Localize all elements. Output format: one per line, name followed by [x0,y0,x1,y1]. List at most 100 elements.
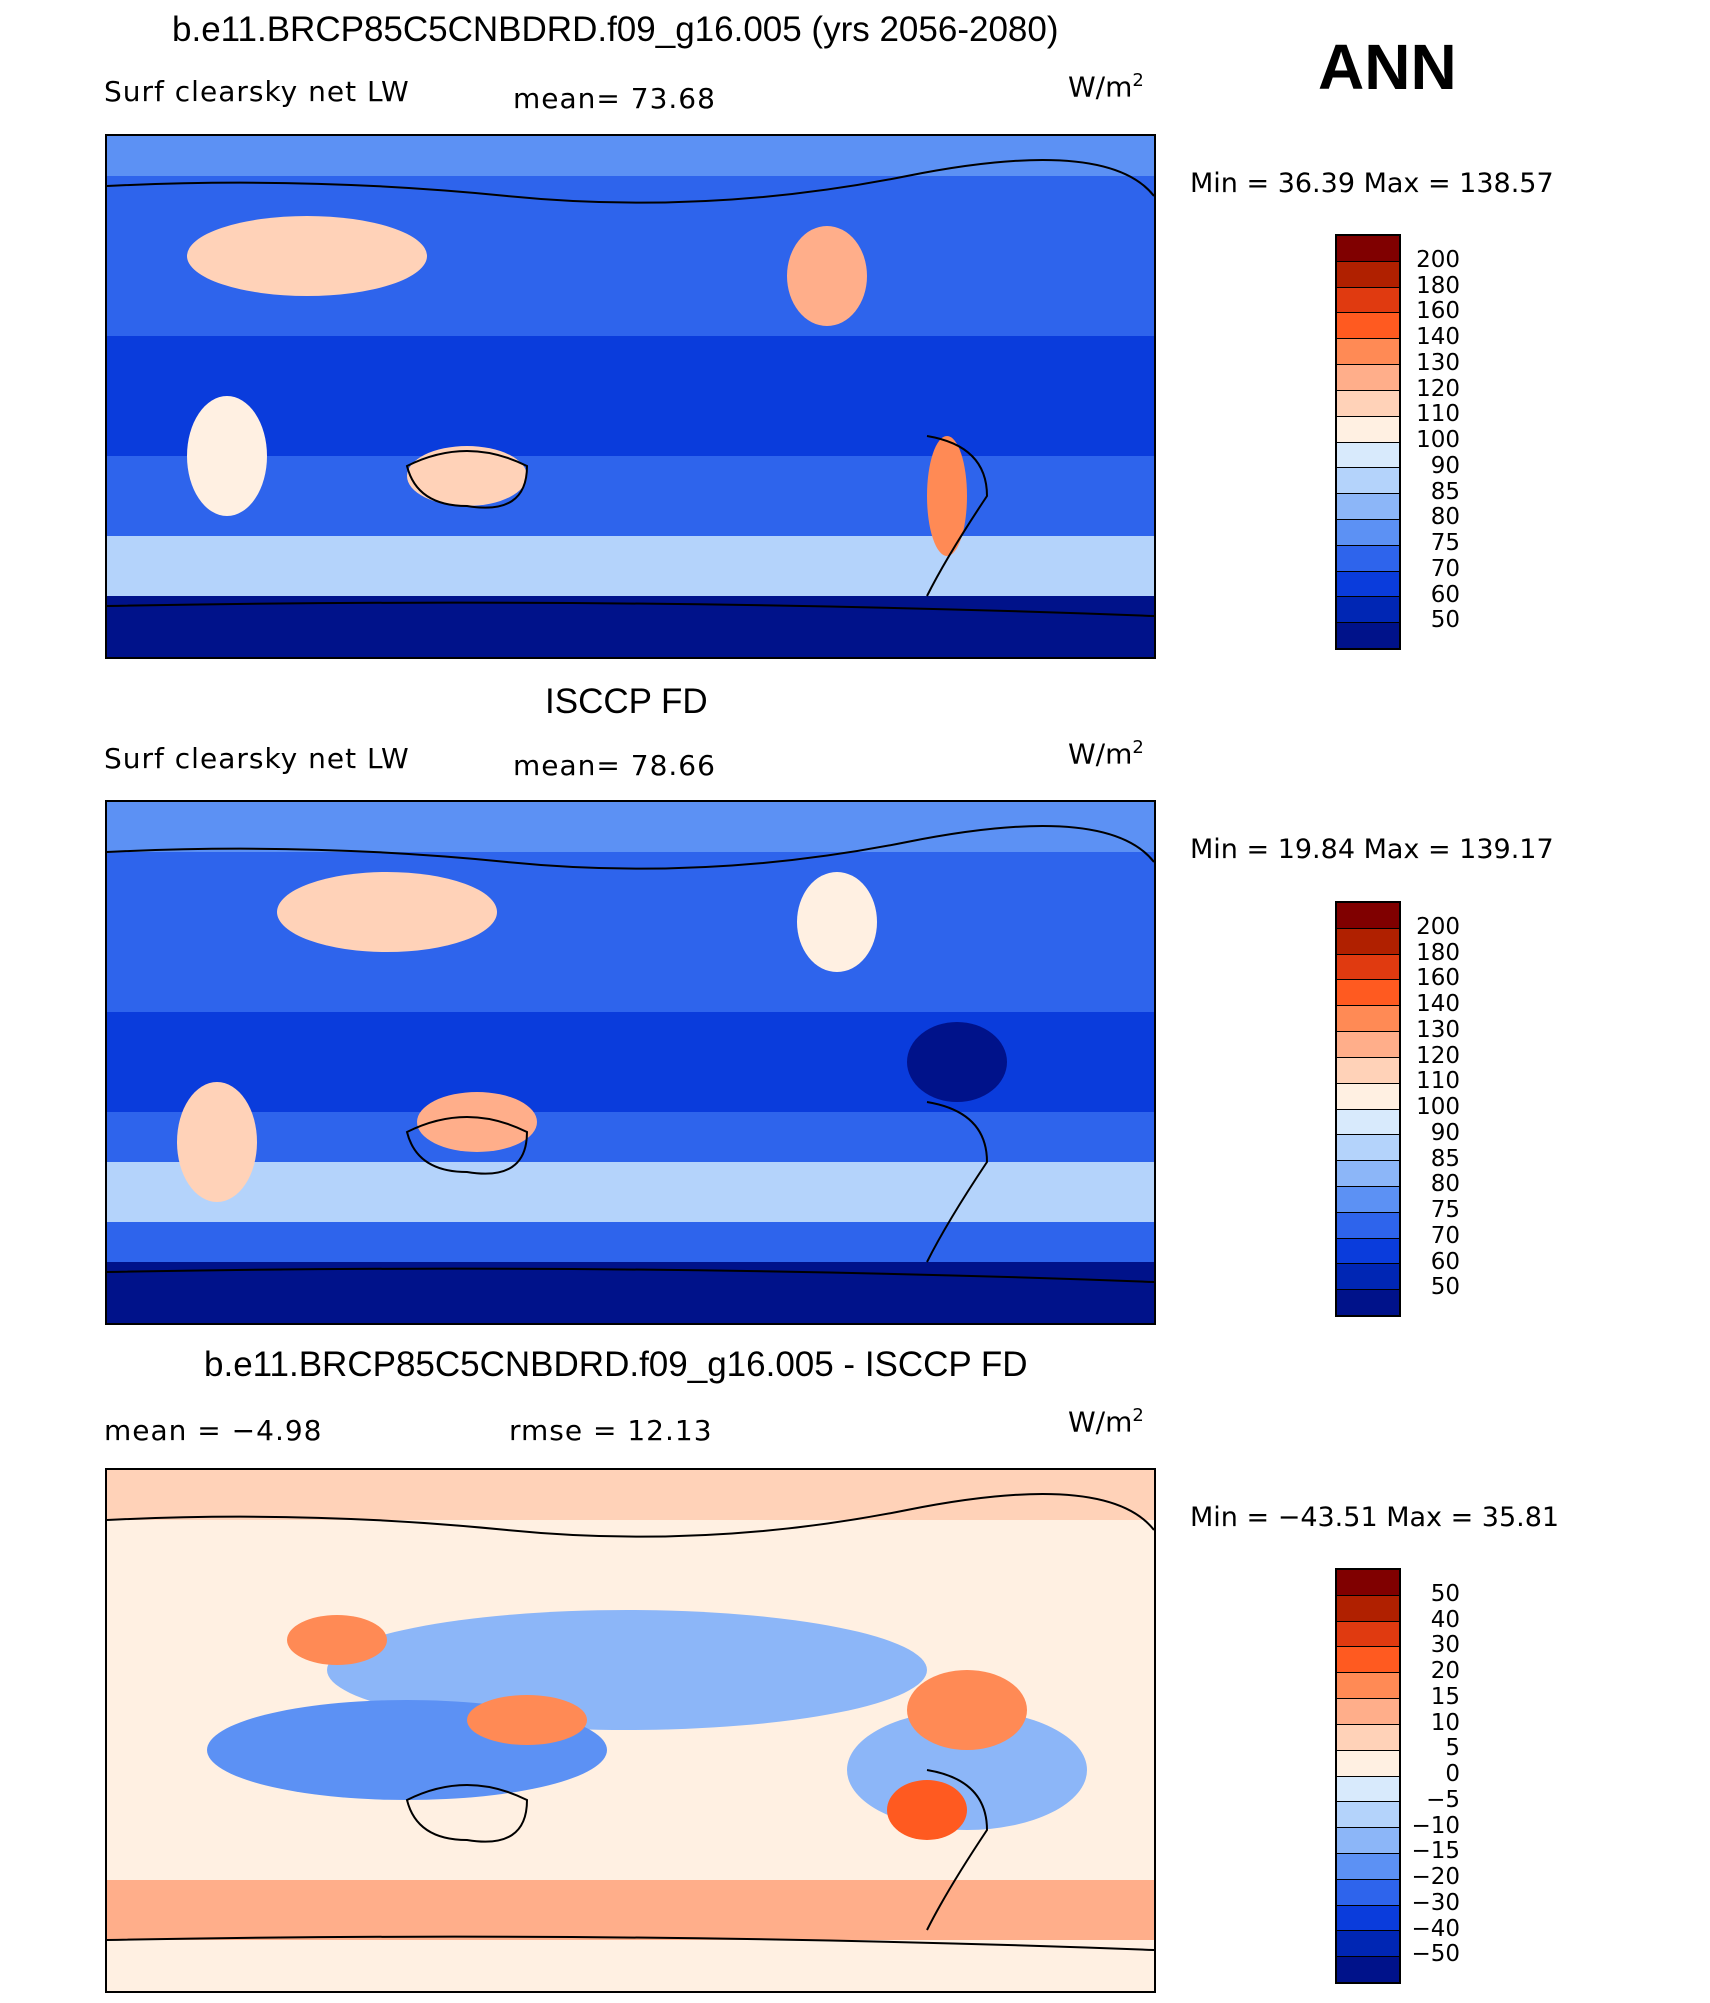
colorbar-tick-label: 130 [1416,349,1460,376]
colorbar-swatch [1337,494,1399,520]
panel-2-colorbar [1335,901,1401,1317]
colorbar-swatch [1337,287,1399,314]
colorbar-swatch [1337,468,1399,495]
colorbar-tick-label: 30 [1430,1632,1460,1659]
season-label: ANN [1318,31,1457,103]
colorbar-swatch [1337,1161,1399,1187]
panel-2-map [105,800,1156,1325]
colorbar-tick-label: 20 [1430,1658,1460,1684]
colorbar-swatch [1337,1135,1399,1162]
colorbar-swatch [1337,1776,1399,1803]
colorbar-tick-label: 200 [1416,913,1460,940]
panel-3-map [105,1468,1156,1993]
colorbar-tick-label: 180 [1416,272,1460,299]
colorbar-tick-label: 60 [1430,581,1460,608]
panel-1-minmax: Min = 36.39 Max = 138.57 [1190,168,1554,199]
colorbar-tick-label: 50 [1430,1274,1460,1301]
colorbar-tick-label: 0 [1445,1761,1460,1787]
colorbar-swatch [1337,1212,1399,1239]
colorbar-swatch [1337,1879,1399,1906]
colorbar-tick-label: 160 [1416,298,1460,325]
colorbar-swatch [1337,1570,1399,1596]
colorbar-swatch [1337,1647,1399,1674]
colorbar-tick-label: 60 [1430,1248,1460,1275]
colorbar-swatch [1337,1264,1399,1291]
colorbar-tick-label: 85 [1430,1145,1460,1172]
panel-3-colorbar [1335,1568,1401,1984]
colorbar-tick-label: −20 [1411,1864,1460,1890]
colorbar-swatch [1337,416,1399,443]
colorbar-swatch [1337,236,1399,262]
panel-3-rmse-label: rmse = 12.13 [509,1414,713,1447]
panel-2-units: W/m2 [1068,737,1144,771]
colorbar-swatch [1337,519,1399,546]
colorbar-swatch [1337,339,1399,366]
colorbar-tick-label: 100 [1416,427,1460,453]
colorbar-tick-label: 75 [1430,1197,1460,1223]
colorbar-tick-label: 180 [1416,939,1460,966]
colorbar-swatch [1337,928,1399,955]
colorbar-tick-label: −40 [1411,1915,1460,1942]
colorbar-swatch [1337,1750,1399,1777]
colorbar-tick-label: 110 [1416,401,1460,428]
colorbar-tick-label: 130 [1416,1016,1460,1043]
colorbar-tick-label: 200 [1416,246,1460,273]
colorbar-tick-label: −30 [1411,1889,1460,1916]
colorbar-swatch [1337,261,1399,288]
panel-1-mean-label: mean= 73.68 [513,82,716,115]
colorbar-swatch [1337,1853,1399,1880]
panel-3-title: b.e11.BRCP85C5CNBDRD.f09_g16.005 - ISCCP… [204,1345,1028,1384]
colorbar-tick-label: 110 [1416,1068,1460,1095]
colorbar-swatch [1337,313,1399,340]
colorbar-swatch [1337,1699,1399,1725]
colorbar-tick-label: 160 [1416,965,1460,992]
colorbar-swatch [1337,1931,1399,1958]
colorbar-swatch [1337,571,1399,598]
colorbar-tick-label: −50 [1411,1941,1460,1968]
panel-1-units: W/m2 [1068,70,1144,104]
panel-3-colorbar-labels: 50 40 30 20 15 10 5 0 −5 −10 −15 −20 −30 −40 −50 [1350,1568,1460,1980]
colorbar-swatch [1337,1083,1399,1110]
colorbar-tick-label: −15 [1411,1838,1460,1865]
colorbar-tick-label: 80 [1430,1171,1460,1198]
panel-3-map-canvas [107,1470,1154,1991]
colorbar-swatch [1337,980,1399,1007]
colorbar-swatch [1337,903,1399,929]
panel-1-colorbar-labels: 200 180 160 140 130 120 110 100 90 85 80 75 70 60 50 [1350,234,1460,646]
panel-2-colorbar-labels: 200 180 160 140 130 120 110 100 90 85 80 75 70 60 50 [1350,901,1460,1313]
colorbar-tick-label: 70 [1430,1222,1460,1249]
colorbar-swatch [1337,1238,1399,1265]
colorbar-tick-label: 90 [1430,452,1460,479]
colorbar-tick-label: 5 [1445,1735,1460,1762]
colorbar-swatch [1337,1109,1399,1136]
colorbar-swatch [1337,545,1399,572]
panel-2-title: ISCCP FD [545,682,708,721]
colorbar-swatch [1337,1057,1399,1084]
colorbar-tick-label: 120 [1416,375,1460,402]
colorbar-swatch [1337,1290,1399,1315]
colorbar-swatch [1337,1621,1399,1648]
panel-1-title: b.e11.BRCP85C5CNBDRD.f09_g16.005 (yrs 20… [172,10,1059,49]
panel-3-mean-label: mean = −4.98 [104,1414,323,1447]
panel-3-units: W/m2 [1068,1405,1144,1439]
colorbar-tick-label: 140 [1416,324,1460,350]
colorbar-swatch [1337,1828,1399,1854]
panel-1-colorbar [1335,234,1401,650]
colorbar-tick-label: 40 [1430,1606,1460,1633]
colorbar-swatch [1337,623,1399,648]
colorbar-swatch [1337,597,1399,624]
panel-1-map [105,134,1156,659]
colorbar-swatch [1337,1186,1399,1213]
panel-2-map-canvas [107,802,1154,1323]
colorbar-tick-label: 90 [1430,1119,1460,1146]
colorbar-tick-label: 50 [1430,1580,1460,1607]
colorbar-tick-label: 70 [1430,555,1460,582]
colorbar-swatch [1337,1957,1399,1982]
colorbar-swatch [1337,365,1399,391]
colorbar-swatch [1337,390,1399,417]
colorbar-swatch [1337,954,1399,981]
colorbar-swatch [1337,1724,1399,1751]
panel-2-minmax: Min = 19.84 Max = 139.17 [1190,834,1554,865]
colorbar-tick-label: −5 [1426,1786,1460,1813]
panel-2-variable-label: Surf clearsky net LW [104,742,410,775]
